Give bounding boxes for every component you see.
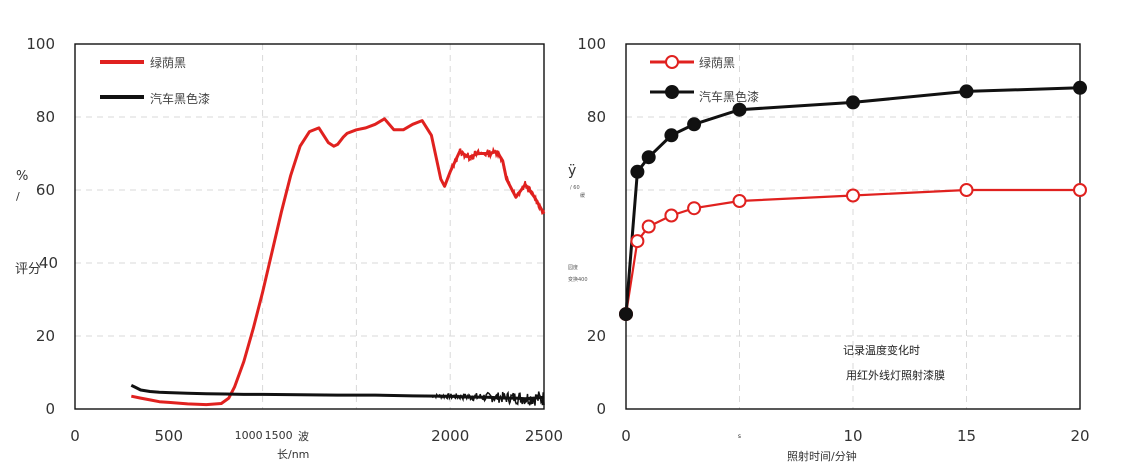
grid-lines: [75, 44, 544, 409]
series-line-car-black-paint: [130, 383, 545, 401]
x-tick-label: 1000: [235, 429, 263, 442]
data-point-car-black-paint: [619, 307, 633, 322]
legend-label-green-black: 绿荫黑: [150, 55, 186, 70]
series-markers: [619, 80, 1087, 322]
data-point-car-black-paint: [959, 84, 974, 99]
data-point-green-black: [732, 194, 747, 208]
data-point-car-black-paint: [732, 102, 747, 117]
legend-label-car-black-paint: 汽车黑色漆: [699, 89, 759, 104]
x-tick-label: 500: [154, 427, 183, 445]
data-point-car-black-paint: [641, 150, 656, 165]
x-axis-label-extra: 波: [298, 430, 309, 443]
stray-label-1: 园度: [568, 264, 578, 271]
legend-marker-green-black: [665, 55, 679, 69]
y-tick-label: 60: [36, 181, 55, 199]
legend-marker-car-black-paint: [665, 85, 679, 99]
data-point-car-black-paint: [1073, 80, 1087, 95]
legend: 绿荫黑 汽车黑色漆: [100, 55, 210, 106]
x-axis-label: 长/nm: [277, 448, 309, 461]
x-tick-labels: 0 500 1000 1500 2000 2500: [70, 427, 563, 445]
data-point-green-black: [1073, 183, 1087, 197]
series-noise-car-black-paint: [431, 390, 545, 406]
data-point-car-black-paint: [687, 117, 702, 132]
data-point-green-black: [846, 188, 860, 203]
y-axis-label-part2: / 60: [570, 185, 580, 191]
y-tick-labels: 0 20 80 100: [577, 35, 606, 418]
plot-frame: [74, 43, 545, 410]
x-tick-label: s: [738, 433, 741, 440]
y-tick-labels: 0 20 40 60 80 100: [26, 35, 58, 418]
y-axis-label-part3: 缓: [580, 192, 585, 199]
legend: 绿荫黑 汽车黑色漆: [650, 55, 759, 104]
x-tick-label: 15: [957, 427, 976, 445]
data-point-green-black: [641, 219, 656, 234]
x-tick-label: 10: [843, 427, 862, 445]
x-tick-label: 2500: [525, 427, 563, 445]
series-noise-green-black: [449, 146, 545, 215]
y-tick-label: 80: [36, 108, 55, 126]
x-axis-label: 照射时间/分钟: [787, 449, 857, 463]
y-tick-label: 20: [36, 327, 55, 345]
data-point-green-black: [664, 208, 679, 223]
x-tick-label: 2000: [431, 427, 469, 445]
y-tick-label: 100: [577, 35, 606, 53]
x-tick-labels: 0 s 10 15 20: [621, 427, 1089, 445]
data-point-car-black-paint: [846, 95, 860, 110]
plot-frame: [625, 43, 1081, 410]
y-tick-label: 0: [596, 400, 606, 418]
y-axis-label-score: 评分: [15, 262, 41, 277]
y-axis-label-glyph: ÿ: [568, 163, 576, 179]
y-tick-label: 100: [26, 35, 55, 53]
annotation-line-1: 记录温度变化时: [843, 343, 920, 357]
data-point-green-black: [959, 183, 974, 197]
series-lines: [130, 117, 546, 407]
y-tick-label: 0: [45, 400, 55, 418]
data-point-green-black: [687, 201, 702, 216]
annotation-line-2: 用红外线灯照射漆膜: [846, 368, 945, 382]
series-line-green-black: [131, 117, 546, 407]
x-tick-label: 1500: [265, 429, 293, 442]
y-axis-label-slash: /: [16, 190, 20, 203]
y-tick-label: 20: [587, 327, 606, 345]
data-point-car-black-paint: [664, 128, 679, 143]
data-point-green-black: [630, 234, 645, 249]
y-tick-label: 80: [587, 108, 606, 126]
stray-label-2: 变换400: [568, 276, 588, 283]
x-tick-label: 0: [70, 427, 80, 445]
y-axis-label-percent: %: [16, 169, 28, 184]
legend-label-car-black-paint: 汽车黑色漆: [150, 91, 210, 106]
legend-label-green-black: 绿荫黑: [699, 55, 735, 70]
x-tick-label: 0: [621, 427, 631, 445]
data-point-car-black-paint: [630, 164, 645, 179]
x-tick-label: 20: [1070, 427, 1089, 445]
y-tick-label: 40: [39, 254, 58, 272]
